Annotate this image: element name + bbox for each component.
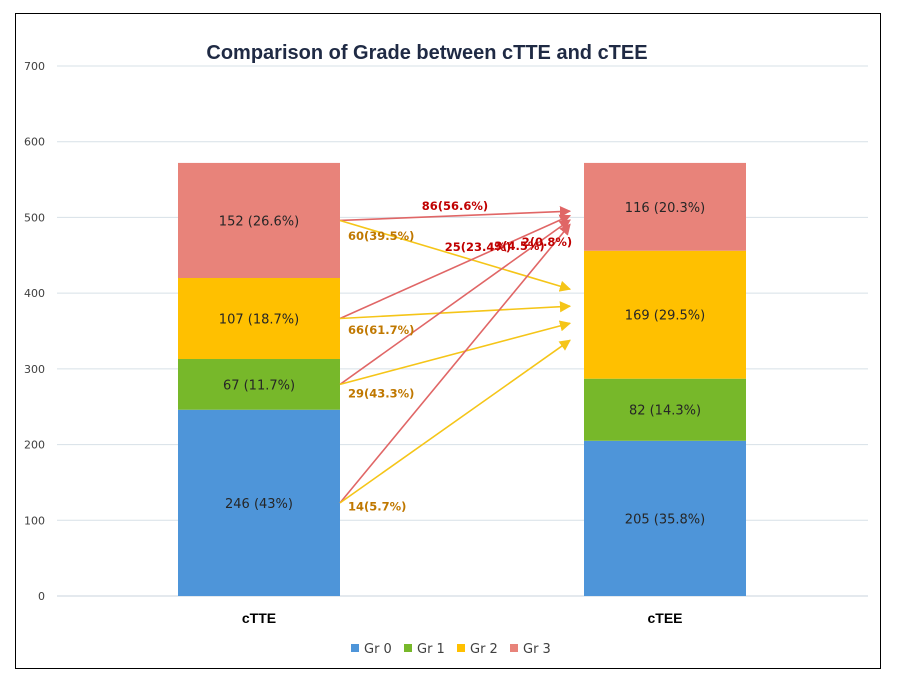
bar-segment-gr-3 bbox=[584, 162, 746, 251]
y-tick-label: 200 bbox=[24, 439, 45, 452]
data-label: 152 (26.6%) bbox=[219, 214, 299, 229]
data-label: 82 (14.3%) bbox=[629, 404, 701, 419]
flow-arrows: 86(56.6%) 60(39.5%) 25(23.4%) 66(61.7%) 3(4.… bbox=[339, 199, 572, 514]
flow-arrow bbox=[339, 320, 572, 386]
chart-title: Comparison of Grade between cTTE and cTE… bbox=[206, 42, 647, 64]
legend-label: Gr 1 bbox=[417, 642, 445, 657]
flow-arrow bbox=[339, 301, 572, 320]
bar-segment-gr-2 bbox=[178, 278, 340, 360]
bar-segment-gr-0 bbox=[178, 409, 340, 596]
y-tick-label: 300 bbox=[24, 363, 45, 376]
bar-segment-gr-3 bbox=[178, 162, 340, 278]
bar-segment-gr-1 bbox=[584, 378, 746, 441]
y-tick-label: 0 bbox=[38, 590, 45, 603]
bar-segment-gr-0 bbox=[584, 440, 746, 596]
flow-arrow bbox=[339, 219, 572, 292]
legend-swatch bbox=[404, 644, 412, 652]
flow-label: 66(61.7%) bbox=[348, 323, 414, 337]
flow-arrow bbox=[339, 219, 571, 386]
y-tick-label: 600 bbox=[24, 136, 45, 149]
flow-arrow bbox=[339, 223, 571, 504]
legend-swatch bbox=[457, 644, 465, 652]
flow-arrow bbox=[339, 214, 572, 320]
bars: 246 (43%) 67 (11.7%) 107 (18.7%) 152 (26.6%… bbox=[178, 162, 746, 596]
flow-label: 25(23.4%) bbox=[445, 240, 511, 254]
y-tick-label: 700 bbox=[24, 60, 45, 73]
y-tick-label: 500 bbox=[24, 211, 45, 224]
flow-label: 60(39.5%) bbox=[348, 229, 414, 243]
flow-label: 14(5.7%) bbox=[348, 500, 406, 514]
legend-label: Gr 3 bbox=[523, 642, 551, 657]
flow-label: 3(4.5%) bbox=[494, 239, 544, 253]
data-label: 107 (18.7%) bbox=[219, 313, 299, 328]
legend: Gr 0 Gr 1 Gr 2 Gr 3 bbox=[351, 642, 551, 657]
y-tick-label: 400 bbox=[24, 287, 45, 300]
legend-swatch bbox=[351, 644, 359, 652]
flow-arrow bbox=[339, 339, 571, 504]
legend-label: Gr 2 bbox=[470, 642, 498, 657]
y-axis-ticks: 0 100 200 300 400 500 600 700 bbox=[24, 60, 45, 603]
x-category-label: cTTE bbox=[242, 610, 276, 626]
legend-label: Gr 0 bbox=[364, 642, 392, 657]
data-label: 169 (29.5%) bbox=[625, 309, 705, 324]
data-label: 116 (20.3%) bbox=[625, 201, 705, 216]
flow-label: 2(0.8%) bbox=[522, 235, 572, 249]
data-label: 67 (11.7%) bbox=[223, 378, 295, 393]
flow-label: 29(43.3%) bbox=[348, 386, 414, 400]
bar-segment-gr-2 bbox=[584, 250, 746, 379]
data-label: 246 (43%) bbox=[225, 497, 293, 512]
legend-swatch bbox=[510, 644, 518, 652]
data-label: 205 (35.8%) bbox=[625, 512, 705, 527]
flow-label: 86(56.6%) bbox=[422, 199, 488, 213]
y-tick-label: 100 bbox=[24, 514, 45, 527]
bar-segment-gr-1 bbox=[178, 359, 340, 410]
x-category-label: cTEE bbox=[647, 610, 682, 626]
flow-arrow bbox=[339, 206, 572, 222]
x-axis-categories: cTTE cTEE bbox=[242, 610, 683, 626]
